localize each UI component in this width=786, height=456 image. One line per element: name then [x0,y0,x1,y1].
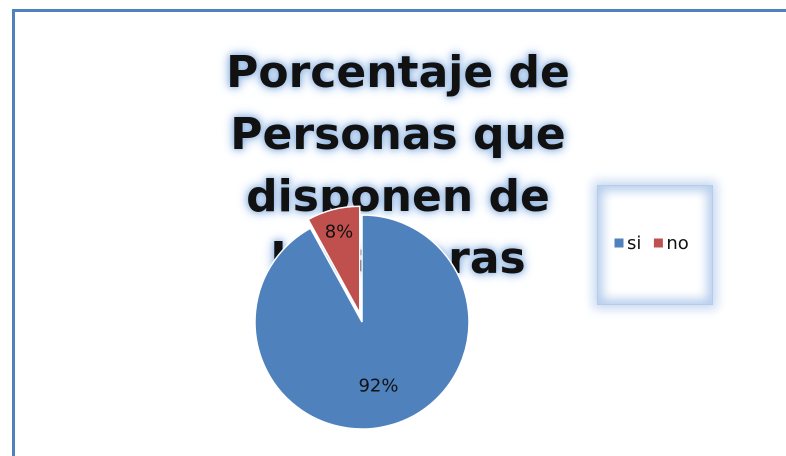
legend-label: no [666,233,688,254]
data-label: 92% [358,375,398,396]
pie-slice [307,205,361,314]
legend-label: si [627,233,641,254]
legend-swatch [652,237,664,249]
legend-box [597,185,713,305]
pie-slice [254,214,470,430]
frame [12,9,786,456]
legend-swatch [613,237,625,249]
data-label: 8% [325,221,354,242]
